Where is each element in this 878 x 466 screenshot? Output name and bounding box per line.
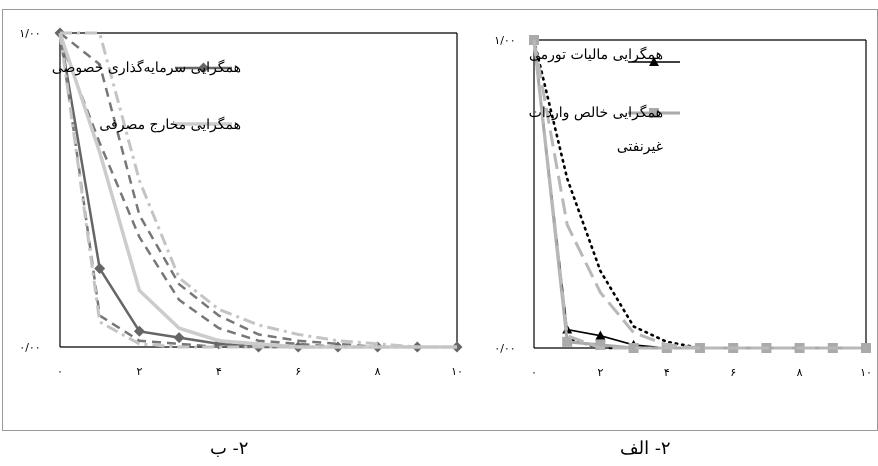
data-point-b-0 bbox=[94, 263, 106, 274]
legend-marker-a-0 bbox=[649, 57, 659, 66]
x-tick-label: ۰ bbox=[57, 365, 63, 378]
chart-panel-a bbox=[480, 9, 878, 431]
data-point-a-3 bbox=[595, 339, 606, 350]
x-tick-label: ۴ bbox=[216, 365, 222, 378]
x-tick-label: ۲ bbox=[597, 366, 603, 379]
series-line-b-4 bbox=[58, 32, 457, 349]
legend-label-consumption: همگرایی مخارج مصرفی bbox=[99, 117, 241, 133]
series-line-a-4 bbox=[532, 39, 866, 350]
chart-panel-b bbox=[2, 9, 481, 431]
x-tick-label: ۲ bbox=[136, 365, 142, 378]
series-line-a-3 bbox=[532, 39, 866, 350]
x-tick-label: ۶ bbox=[295, 365, 301, 378]
x-tick-label: ۶ bbox=[730, 366, 736, 379]
y-tick-label: ۱/۰۰ bbox=[19, 27, 40, 40]
data-point-b-0 bbox=[133, 325, 145, 337]
legend-marker-b-0 bbox=[198, 62, 209, 74]
series-line-a-1 bbox=[532, 38, 868, 350]
y-tick-label: ۰/۰۰ bbox=[19, 341, 40, 354]
legend-marker-a-1 bbox=[649, 108, 659, 118]
x-tick-label: ۸ bbox=[375, 365, 381, 378]
x-tick-label: ۱۰ bbox=[451, 365, 463, 378]
series-line-b-6 bbox=[60, 31, 457, 349]
legend-label-non-oil: غیرنفتی bbox=[616, 139, 663, 155]
legend-label-inflation-tax: همگرایی مالیات تورمی bbox=[528, 47, 663, 63]
legend-label-private-investment: همگرایی سرمایه‌گذاری خصوصی bbox=[51, 60, 241, 76]
x-tick-label: ۱۰ bbox=[860, 366, 872, 379]
y-tick-label: ۱/۰۰ bbox=[494, 34, 515, 47]
x-tick-label: ۰ bbox=[531, 366, 537, 379]
series-line-a-2 bbox=[532, 38, 868, 350]
caption-a: ۲- الف bbox=[620, 438, 671, 459]
legend-label-net-imports: همگرایی خالص واردات bbox=[528, 105, 663, 121]
data-point-a-3 bbox=[562, 336, 573, 347]
y-tick-label: ۰/۰۰ bbox=[494, 342, 515, 355]
series-line-b-5 bbox=[58, 32, 457, 349]
data-point-b-0 bbox=[173, 332, 185, 344]
caption-b: ۲- ب bbox=[210, 438, 249, 459]
data-point-a-3 bbox=[628, 343, 639, 353]
x-tick-label: ۴ bbox=[664, 366, 670, 379]
x-tick-label: ۸ bbox=[797, 366, 803, 379]
series-line-a-0 bbox=[533, 39, 866, 349]
series-line-a-5 bbox=[532, 39, 866, 350]
data-point-a-0 bbox=[595, 330, 606, 340]
